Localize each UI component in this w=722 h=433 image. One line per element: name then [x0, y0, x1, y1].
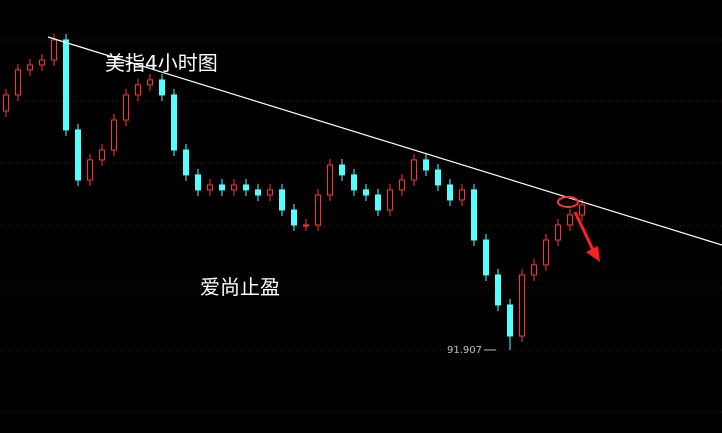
candle-body	[147, 79, 153, 86]
candle-body	[543, 239, 549, 266]
candle-body	[219, 184, 225, 191]
candle-body	[531, 264, 537, 276]
candle-body	[447, 184, 453, 201]
candle-body	[183, 149, 189, 176]
candle-body	[279, 189, 285, 211]
candle-body	[3, 94, 9, 112]
candle-body	[459, 189, 465, 201]
candle-body	[411, 159, 417, 181]
candle-body	[15, 69, 21, 96]
chart-title: 美指4小时图	[105, 51, 218, 75]
candle-body	[507, 304, 513, 337]
candle-body	[87, 159, 93, 181]
candle-body	[171, 94, 177, 151]
candle-body	[495, 274, 501, 306]
candle-body	[327, 164, 333, 196]
candles	[3, 33, 585, 350]
annotation: 爱尚止盈	[200, 275, 280, 299]
candle-body	[291, 209, 297, 226]
candle-body	[207, 184, 213, 191]
candle-body	[243, 184, 249, 191]
candle-body	[483, 239, 489, 276]
candle-body	[27, 64, 33, 71]
low-label: 91.907	[447, 345, 482, 356]
candle-body	[387, 189, 393, 211]
candle-body	[519, 274, 525, 337]
down-arrow	[573, 211, 600, 262]
candle-body	[75, 129, 81, 181]
candle-body	[399, 179, 405, 191]
candle-body	[255, 189, 261, 196]
candle-body	[579, 204, 585, 216]
candle-body	[135, 84, 141, 96]
candle-body	[231, 184, 237, 191]
candle-body	[303, 224, 309, 227]
candle-body	[435, 169, 441, 186]
candle-body	[111, 119, 117, 151]
candle-body	[567, 214, 573, 226]
highlight-ellipse	[557, 196, 579, 208]
candle-body	[63, 39, 69, 131]
candle-body	[123, 94, 129, 121]
candle-body	[471, 189, 477, 241]
candle-body	[267, 189, 273, 196]
candle-body	[351, 174, 357, 191]
candle-body	[315, 194, 321, 226]
candle-body	[195, 174, 201, 191]
candle-body	[339, 164, 345, 176]
candle-body	[555, 224, 561, 241]
candle-body	[423, 159, 429, 171]
candle-body	[375, 194, 381, 211]
candle-body	[99, 149, 105, 161]
trend-line	[47, 36, 722, 246]
candle-body	[39, 59, 45, 66]
candle-body	[159, 79, 165, 96]
candle-body	[363, 189, 369, 196]
candle-body	[51, 39, 57, 61]
grid-decor	[0, 39, 722, 413]
